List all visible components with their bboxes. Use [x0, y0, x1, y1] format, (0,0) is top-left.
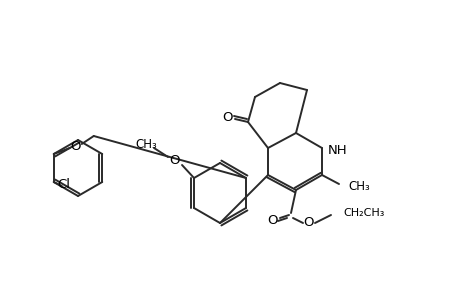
Text: CH₂CH₃: CH₂CH₃ [342, 208, 384, 218]
Text: O: O [222, 110, 233, 124]
Text: O: O [267, 214, 278, 226]
Text: NH: NH [327, 143, 347, 157]
Text: O: O [70, 140, 81, 152]
Text: CH₃: CH₃ [135, 137, 157, 151]
Text: CH₃: CH₃ [347, 181, 369, 194]
Text: O: O [168, 154, 179, 166]
Text: Cl: Cl [57, 178, 70, 191]
Text: O: O [303, 217, 313, 230]
